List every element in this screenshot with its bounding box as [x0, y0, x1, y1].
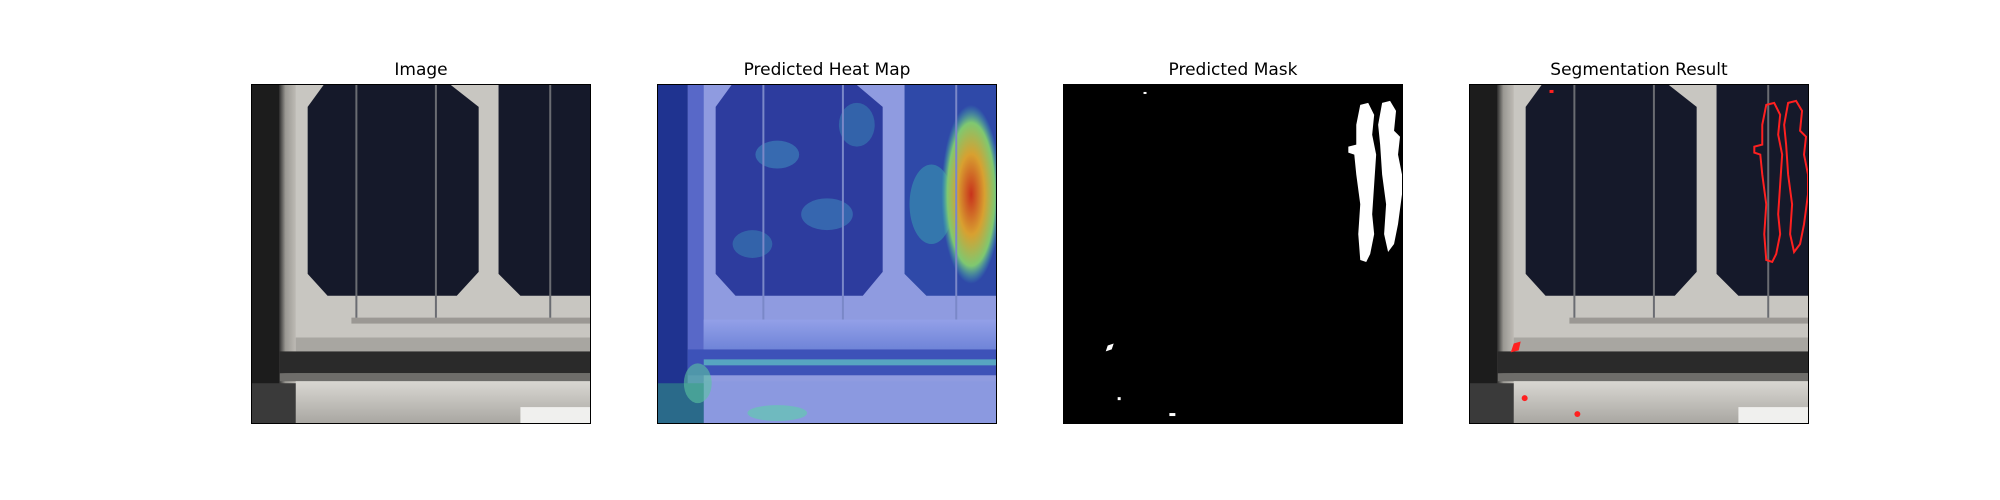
panel-title-image: Image — [394, 60, 448, 80]
heat-blob — [683, 363, 712, 404]
seg-bottom-left-corner — [1470, 383, 1514, 423]
bottom-left-corner — [252, 383, 296, 423]
panel-title-segmentation: Segmentation Result — [1550, 60, 1728, 80]
lower-frame-rail — [279, 373, 590, 382]
seg-left-frame-rail — [1497, 85, 1514, 423]
left-frame-rail — [279, 85, 296, 423]
segmentation-canvas — [1470, 85, 1808, 423]
panel-title-heatmap: Predicted Heat Map — [743, 60, 911, 80]
heat-blob — [747, 405, 808, 422]
seg-contour-speck — [1549, 89, 1554, 93]
heat-blob — [801, 198, 853, 231]
seg-contour-right — [1783, 99, 1808, 255]
heat-hotspot — [941, 104, 996, 284]
mask-speck — [1143, 91, 1147, 94]
mask-canvas — [1064, 85, 1402, 423]
heat-next-module — [703, 381, 996, 423]
mask-background — [1064, 85, 1402, 423]
panel-segmentation — [1469, 84, 1809, 424]
panel-heatmap — [657, 84, 997, 424]
seg-ribbon — [1569, 317, 1808, 324]
heatmap-canvas — [658, 85, 996, 423]
image-canvas — [252, 85, 590, 423]
mask-defect-left — [1348, 102, 1377, 262]
mask-speck — [1169, 413, 1176, 417]
heat-blob — [755, 140, 800, 169]
panel-mask — [1063, 84, 1403, 424]
mask-defect-right — [1378, 100, 1402, 253]
seg-lower-frame-rail — [1497, 373, 1808, 382]
seg-label-sticker — [1738, 407, 1808, 423]
seg-solar-cell-left — [1525, 85, 1697, 296]
heat-blob — [838, 102, 875, 147]
panel-image — [251, 84, 591, 424]
heat-left-rail — [687, 85, 704, 423]
seg-lower-frame-edge — [1513, 337, 1808, 352]
lower-frame — [279, 351, 590, 374]
left-frame — [252, 85, 280, 423]
heat-frame-glow — [703, 359, 996, 366]
seg-contour-speck — [1510, 341, 1521, 353]
heat-frame-edge — [703, 319, 996, 350]
ribbon — [351, 317, 590, 324]
seg-contour-speck — [1574, 411, 1581, 418]
seg-left-frame — [1470, 85, 1498, 423]
solar-cell-right — [498, 85, 590, 296]
heat-blob — [732, 230, 773, 258]
label-sticker — [520, 407, 590, 423]
seg-contour-left — [1753, 101, 1784, 264]
seg-contour-speck — [1521, 395, 1528, 402]
heat-cell-left — [715, 85, 883, 296]
seg-lower-frame — [1497, 351, 1808, 374]
heat-left-dark — [658, 85, 688, 423]
lower-frame-edge — [295, 337, 590, 352]
solar-cell-left — [307, 85, 479, 296]
mask-speck — [1117, 397, 1121, 401]
seg-solar-cell-right — [1716, 85, 1808, 296]
panel-title-mask: Predicted Mask — [1168, 60, 1298, 80]
